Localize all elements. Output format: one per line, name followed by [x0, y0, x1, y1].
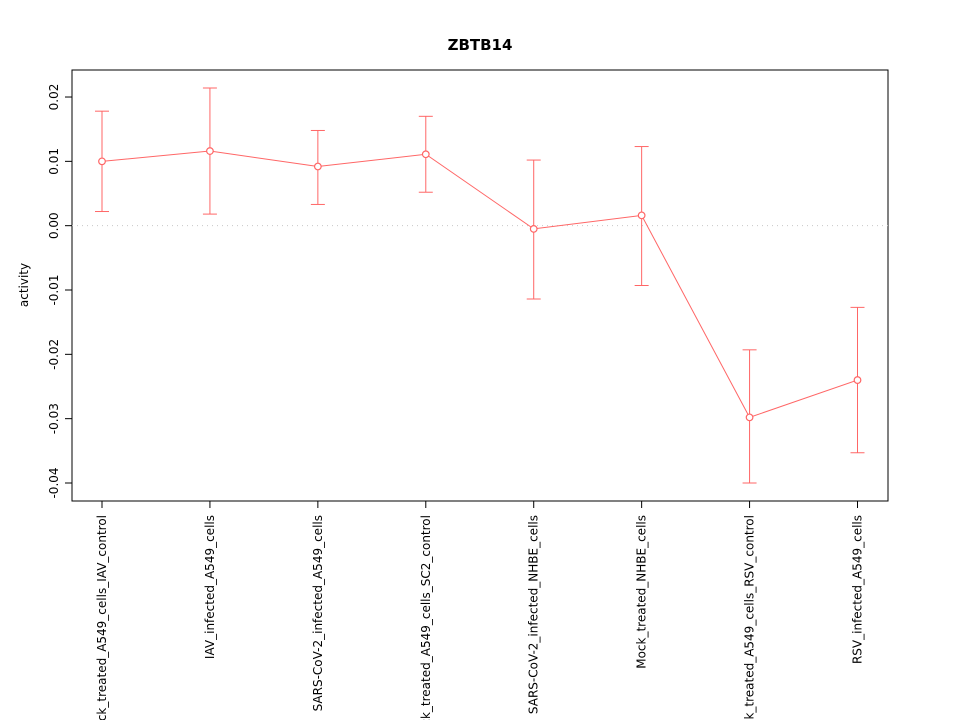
x-tick-label: SARS-CoV-2_infected_NHBE_cells — [527, 515, 541, 714]
x-tick-label: RSV_infected_A549_cells — [851, 515, 865, 664]
y-tick-label: -0.04 — [47, 467, 61, 498]
x-tick-label: Mock_treated_A549_cells_SC2_control — [419, 515, 433, 720]
y-tick-label: 0.02 — [47, 84, 61, 111]
data-point — [853, 376, 862, 384]
data-point — [206, 147, 214, 155]
x-tick-label: Mock_treated_A549_cells_IAV_control — [95, 515, 109, 720]
data-point — [98, 157, 106, 166]
data-point — [745, 413, 754, 422]
data-point — [637, 211, 646, 220]
x-tick-label: IAV_infected_A549_cells — [203, 515, 217, 659]
data-point — [313, 162, 322, 171]
data-point — [529, 224, 538, 233]
x-tick-label: SARS-CoV-2_infected_A549_cells — [311, 515, 325, 711]
x-tick-label: Mock_treated_A549_cells_RSV_control — [743, 515, 757, 720]
y-tick-label: -0.01 — [47, 274, 61, 305]
y-tick-label: 0.00 — [47, 212, 61, 239]
data-point — [421, 150, 430, 159]
series-line — [101, 150, 858, 418]
chart-title: ZBTB14 — [447, 36, 513, 54]
x-tick-label: Mock_treated_NHBE_cells — [635, 515, 649, 669]
y-tick-label: -0.03 — [47, 403, 61, 434]
y-tick-label: 0.01 — [47, 148, 61, 175]
y-tick-label: -0.02 — [47, 339, 61, 370]
plot-box — [71, 69, 889, 502]
